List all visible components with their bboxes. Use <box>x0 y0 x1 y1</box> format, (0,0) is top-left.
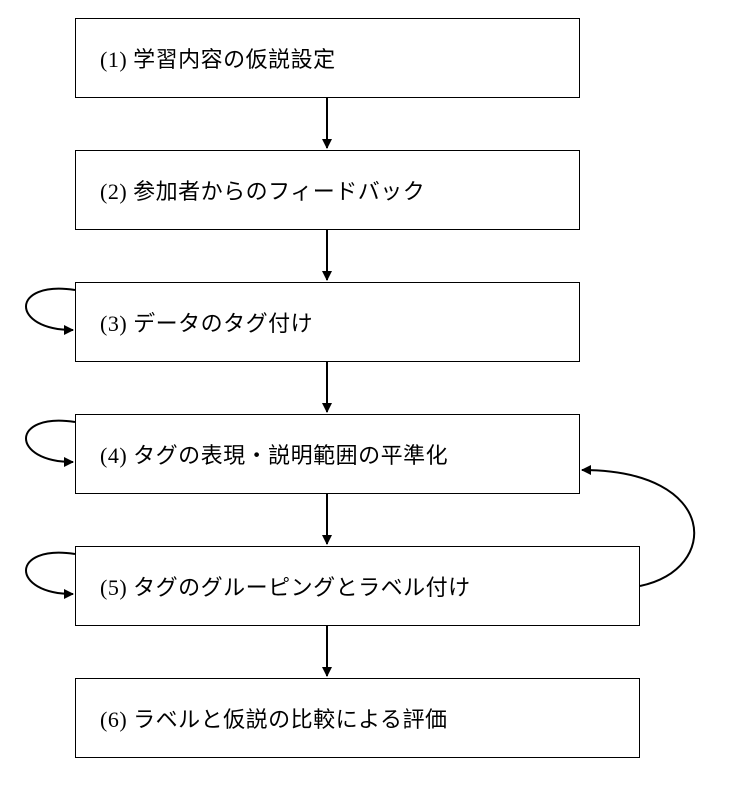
self-loop-5 <box>26 553 75 594</box>
self-loop-3 <box>26 289 75 330</box>
node-label: (1) 学習内容の仮説設定 <box>100 42 336 74</box>
node-label: (6) ラベルと仮説の比較による評価 <box>100 702 448 734</box>
flow-arrows <box>0 0 729 786</box>
self-loop-4 <box>26 421 75 462</box>
flow-node-2: (2) 参加者からのフィードバック <box>75 150 580 230</box>
node-label: (4) タグの表現・説明範囲の平準化 <box>100 438 448 470</box>
flow-node-5: (5) タグのグルーピングとラベル付け <box>75 546 640 626</box>
node-label: (3) データのタグ付け <box>100 306 313 338</box>
flow-node-6: (6) ラベルと仮説の比較による評価 <box>75 678 640 758</box>
node-label: (5) タグのグルーピングとラベル付け <box>100 570 471 602</box>
node-label: (2) 参加者からのフィードバック <box>100 174 425 206</box>
flow-node-3: (3) データのタグ付け <box>75 282 580 362</box>
flow-node-4: (4) タグの表現・説明範囲の平準化 <box>75 414 580 494</box>
flow-node-1: (1) 学習内容の仮説設定 <box>75 18 580 98</box>
